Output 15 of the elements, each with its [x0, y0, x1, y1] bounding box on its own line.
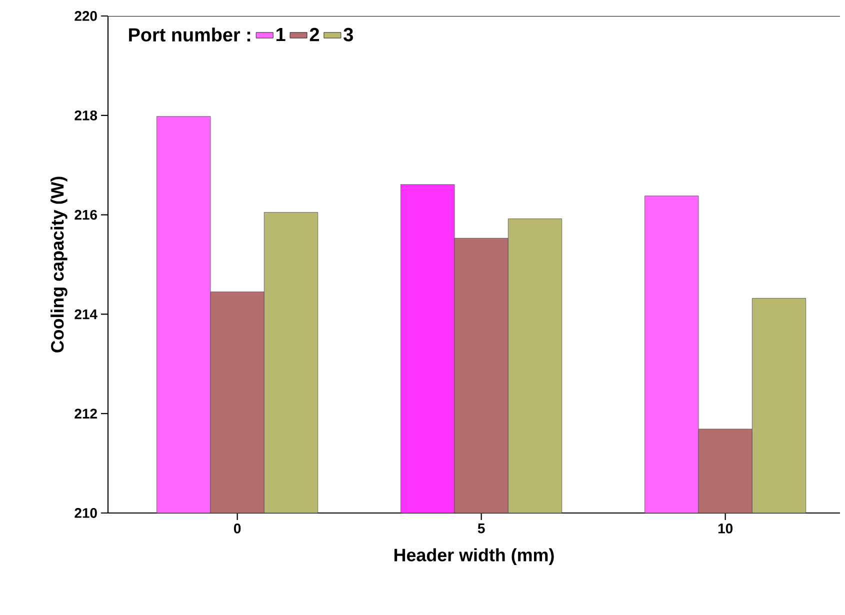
- x-axis-title: Header width (mm): [394, 548, 554, 565]
- legend-label: 1: [276, 28, 286, 42]
- y-tick-label: 220: [74, 11, 97, 21]
- x-tick-label: 0: [234, 524, 241, 534]
- y-tick-label: 212: [74, 408, 97, 418]
- legend-label: 3: [344, 28, 353, 42]
- y-axis-title: Cooling capacity (W): [50, 176, 68, 352]
- legend-title: Port number :: [129, 28, 250, 42]
- y-tick-label: 214: [74, 309, 98, 320]
- y-tick-label: 216: [74, 210, 97, 220]
- x-tick-label: 10: [718, 524, 733, 534]
- y-tick-label: 218: [74, 110, 98, 120]
- y-tick-label: 210: [74, 508, 97, 518]
- legend-label: 2: [310, 28, 319, 42]
- x-tick-label: 5: [478, 524, 485, 534]
